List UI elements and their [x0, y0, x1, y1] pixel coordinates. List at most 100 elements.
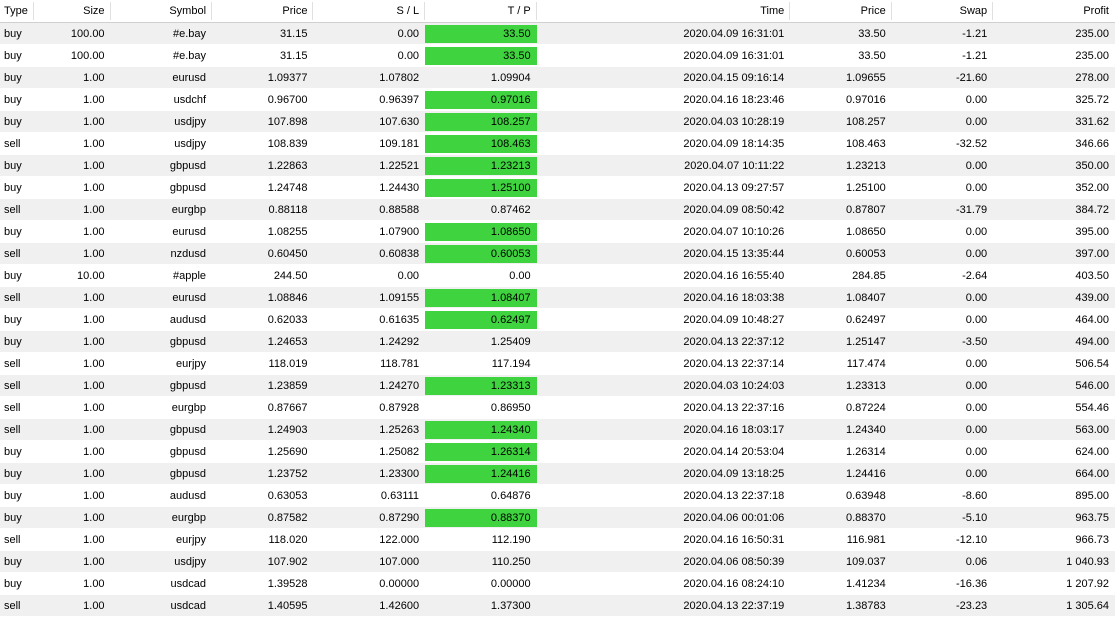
cell-time: 2020.04.09 16:31:01 [537, 23, 791, 45]
table-row[interactable]: sell1.00eurusd1.088461.091551.084072020.… [0, 287, 1115, 309]
cell-tp: 1.25409 [425, 331, 537, 353]
table-row[interactable]: sell1.00gbpusd1.238591.242701.233132020.… [0, 375, 1115, 397]
cell-price1: 0.96700 [212, 89, 313, 111]
cell-price2: 1.26314 [790, 441, 891, 463]
table-row[interactable]: sell1.00gbpusd1.249031.252631.243402020.… [0, 419, 1115, 441]
table-row[interactable]: sell1.00usdcad1.405951.426001.373002020.… [0, 595, 1115, 617]
cell-time: 2020.04.13 22:37:16 [537, 397, 791, 419]
column-header-symbol[interactable]: Symbol [111, 0, 212, 23]
table-row[interactable]: buy1.00usdjpy107.898107.630108.2572020.0… [0, 111, 1115, 133]
cell-type: sell [0, 133, 34, 155]
cell-sl: 1.23300 [313, 463, 425, 485]
cell-profit: 439.00 [993, 287, 1115, 309]
cell-time: 2020.04.16 18:03:38 [537, 287, 791, 309]
cell-profit: 624.00 [993, 441, 1115, 463]
table-row[interactable]: buy1.00eurgbp0.875820.872900.883702020.0… [0, 507, 1115, 529]
cell-sl: 107.000 [313, 551, 425, 573]
cell-time: 2020.04.07 10:10:26 [537, 221, 791, 243]
table-row[interactable]: buy1.00gbpusd1.256901.250821.263142020.0… [0, 441, 1115, 463]
cell-time: 2020.04.16 18:03:17 [537, 419, 791, 441]
cell-price1: 1.23859 [212, 375, 313, 397]
table-row[interactable]: buy1.00gbpusd1.247481.244301.251002020.0… [0, 177, 1115, 199]
cell-time: 2020.04.03 10:24:03 [537, 375, 791, 397]
cell-price2: 33.50 [790, 45, 891, 67]
column-header-tp[interactable]: T / P [425, 0, 537, 23]
cell-symbol: eurusd [111, 221, 212, 243]
cell-profit: 397.00 [993, 243, 1115, 265]
table-row[interactable]: buy1.00gbpusd1.237521.233001.244162020.0… [0, 463, 1115, 485]
table-row[interactable]: sell1.00eurgbp0.881180.885880.874622020.… [0, 199, 1115, 221]
cell-price1: 1.40595 [212, 595, 313, 617]
cell-swap: -32.52 [892, 133, 993, 155]
cell-size: 1.00 [34, 485, 110, 507]
table-row[interactable]: buy1.00audusd0.630530.631110.648762020.0… [0, 485, 1115, 507]
table-row[interactable]: buy1.00usdcad1.395280.000000.000002020.0… [0, 573, 1115, 595]
cell-time: 2020.04.09 13:18:25 [537, 463, 791, 485]
cell-profit: 963.75 [993, 507, 1115, 529]
cell-size: 1.00 [34, 397, 110, 419]
header-row: TypeSizeSymbolPriceS / LT / PTimePriceSw… [0, 0, 1115, 23]
cell-symbol: gbpusd [111, 331, 212, 353]
column-header-swap[interactable]: Swap [892, 0, 993, 23]
cell-price2: 1.09655 [790, 67, 891, 89]
cell-type: buy [0, 485, 34, 507]
cell-sl: 0.96397 [313, 89, 425, 111]
table-row[interactable]: buy1.00usdjpy107.902107.000110.2502020.0… [0, 551, 1115, 573]
table-row[interactable]: buy1.00eurusd1.082551.079001.086502020.0… [0, 221, 1115, 243]
cell-symbol: gbpusd [111, 155, 212, 177]
cell-profit: 235.00 [993, 45, 1115, 67]
cell-price1: 0.63053 [212, 485, 313, 507]
table-row[interactable]: sell1.00usdjpy108.839109.181108.4632020.… [0, 133, 1115, 155]
cell-swap: -1.21 [892, 45, 993, 67]
column-header-price2[interactable]: Price [790, 0, 891, 23]
cell-price2: 1.23313 [790, 375, 891, 397]
table-row[interactable]: buy100.00#e.bay31.150.0033.502020.04.09 … [0, 23, 1115, 45]
table-row[interactable]: buy10.00#apple244.500.000.002020.04.16 1… [0, 265, 1115, 287]
cell-swap: -8.60 [892, 485, 993, 507]
cell-sl: 0.60838 [313, 243, 425, 265]
cell-time: 2020.04.16 16:50:31 [537, 529, 791, 551]
cell-tp: 1.09904 [425, 67, 537, 89]
column-header-price1[interactable]: Price [212, 0, 313, 23]
cell-sl: 1.24430 [313, 177, 425, 199]
table-row[interactable]: buy1.00eurusd1.093771.078021.099042020.0… [0, 67, 1115, 89]
cell-swap: 0.00 [892, 287, 993, 309]
column-header-sl[interactable]: S / L [313, 0, 425, 23]
tp-hit-highlight: 108.463 [425, 135, 537, 153]
table-row[interactable]: sell1.00eurjpy118.019118.781117.1942020.… [0, 353, 1115, 375]
column-header-size[interactable]: Size [34, 0, 110, 23]
tp-hit-highlight: 0.60053 [425, 245, 537, 263]
cell-symbol: eurgbp [111, 397, 212, 419]
cell-type: sell [0, 243, 34, 265]
column-header-profit[interactable]: Profit [993, 0, 1115, 23]
cell-swap: 0.00 [892, 419, 993, 441]
table-row[interactable]: buy1.00audusd0.620330.616350.624972020.0… [0, 309, 1115, 331]
cell-profit: 494.00 [993, 331, 1115, 353]
table-row[interactable]: sell1.00nzdusd0.604500.608380.600532020.… [0, 243, 1115, 265]
table-row[interactable]: buy100.00#e.bay31.150.0033.502020.04.09 … [0, 45, 1115, 67]
cell-price2: 109.037 [790, 551, 891, 573]
table-row[interactable]: buy1.00gbpusd1.228631.225211.232132020.0… [0, 155, 1115, 177]
cell-tp: 0.62497 [425, 309, 537, 331]
trade-history-table[interactable]: TypeSizeSymbolPriceS / LT / PTimePriceSw… [0, 0, 1115, 617]
column-header-type[interactable]: Type [0, 0, 34, 23]
cell-tp: 117.194 [425, 353, 537, 375]
cell-time: 2020.04.13 09:27:57 [537, 177, 791, 199]
cell-price1: 107.898 [212, 111, 313, 133]
table-row[interactable]: buy1.00gbpusd1.246531.242921.254092020.0… [0, 331, 1115, 353]
cell-tp: 0.87462 [425, 199, 537, 221]
cell-swap: 0.00 [892, 177, 993, 199]
cell-symbol: #apple [111, 265, 212, 287]
cell-price2: 0.97016 [790, 89, 891, 111]
cell-price2: 1.38783 [790, 595, 891, 617]
column-header-time[interactable]: Time [537, 0, 791, 23]
tp-hit-highlight: 1.23213 [425, 157, 537, 175]
table-row[interactable]: buy1.00usdchf0.967000.963970.970162020.0… [0, 89, 1115, 111]
cell-price2: 1.23213 [790, 155, 891, 177]
tp-hit-highlight: 1.26314 [425, 443, 537, 461]
cell-profit: 346.66 [993, 133, 1115, 155]
cell-symbol: gbpusd [111, 441, 212, 463]
cell-tp: 1.23213 [425, 155, 537, 177]
table-row[interactable]: sell1.00eurjpy118.020122.000112.1902020.… [0, 529, 1115, 551]
table-row[interactable]: sell1.00eurgbp0.876670.879280.869502020.… [0, 397, 1115, 419]
